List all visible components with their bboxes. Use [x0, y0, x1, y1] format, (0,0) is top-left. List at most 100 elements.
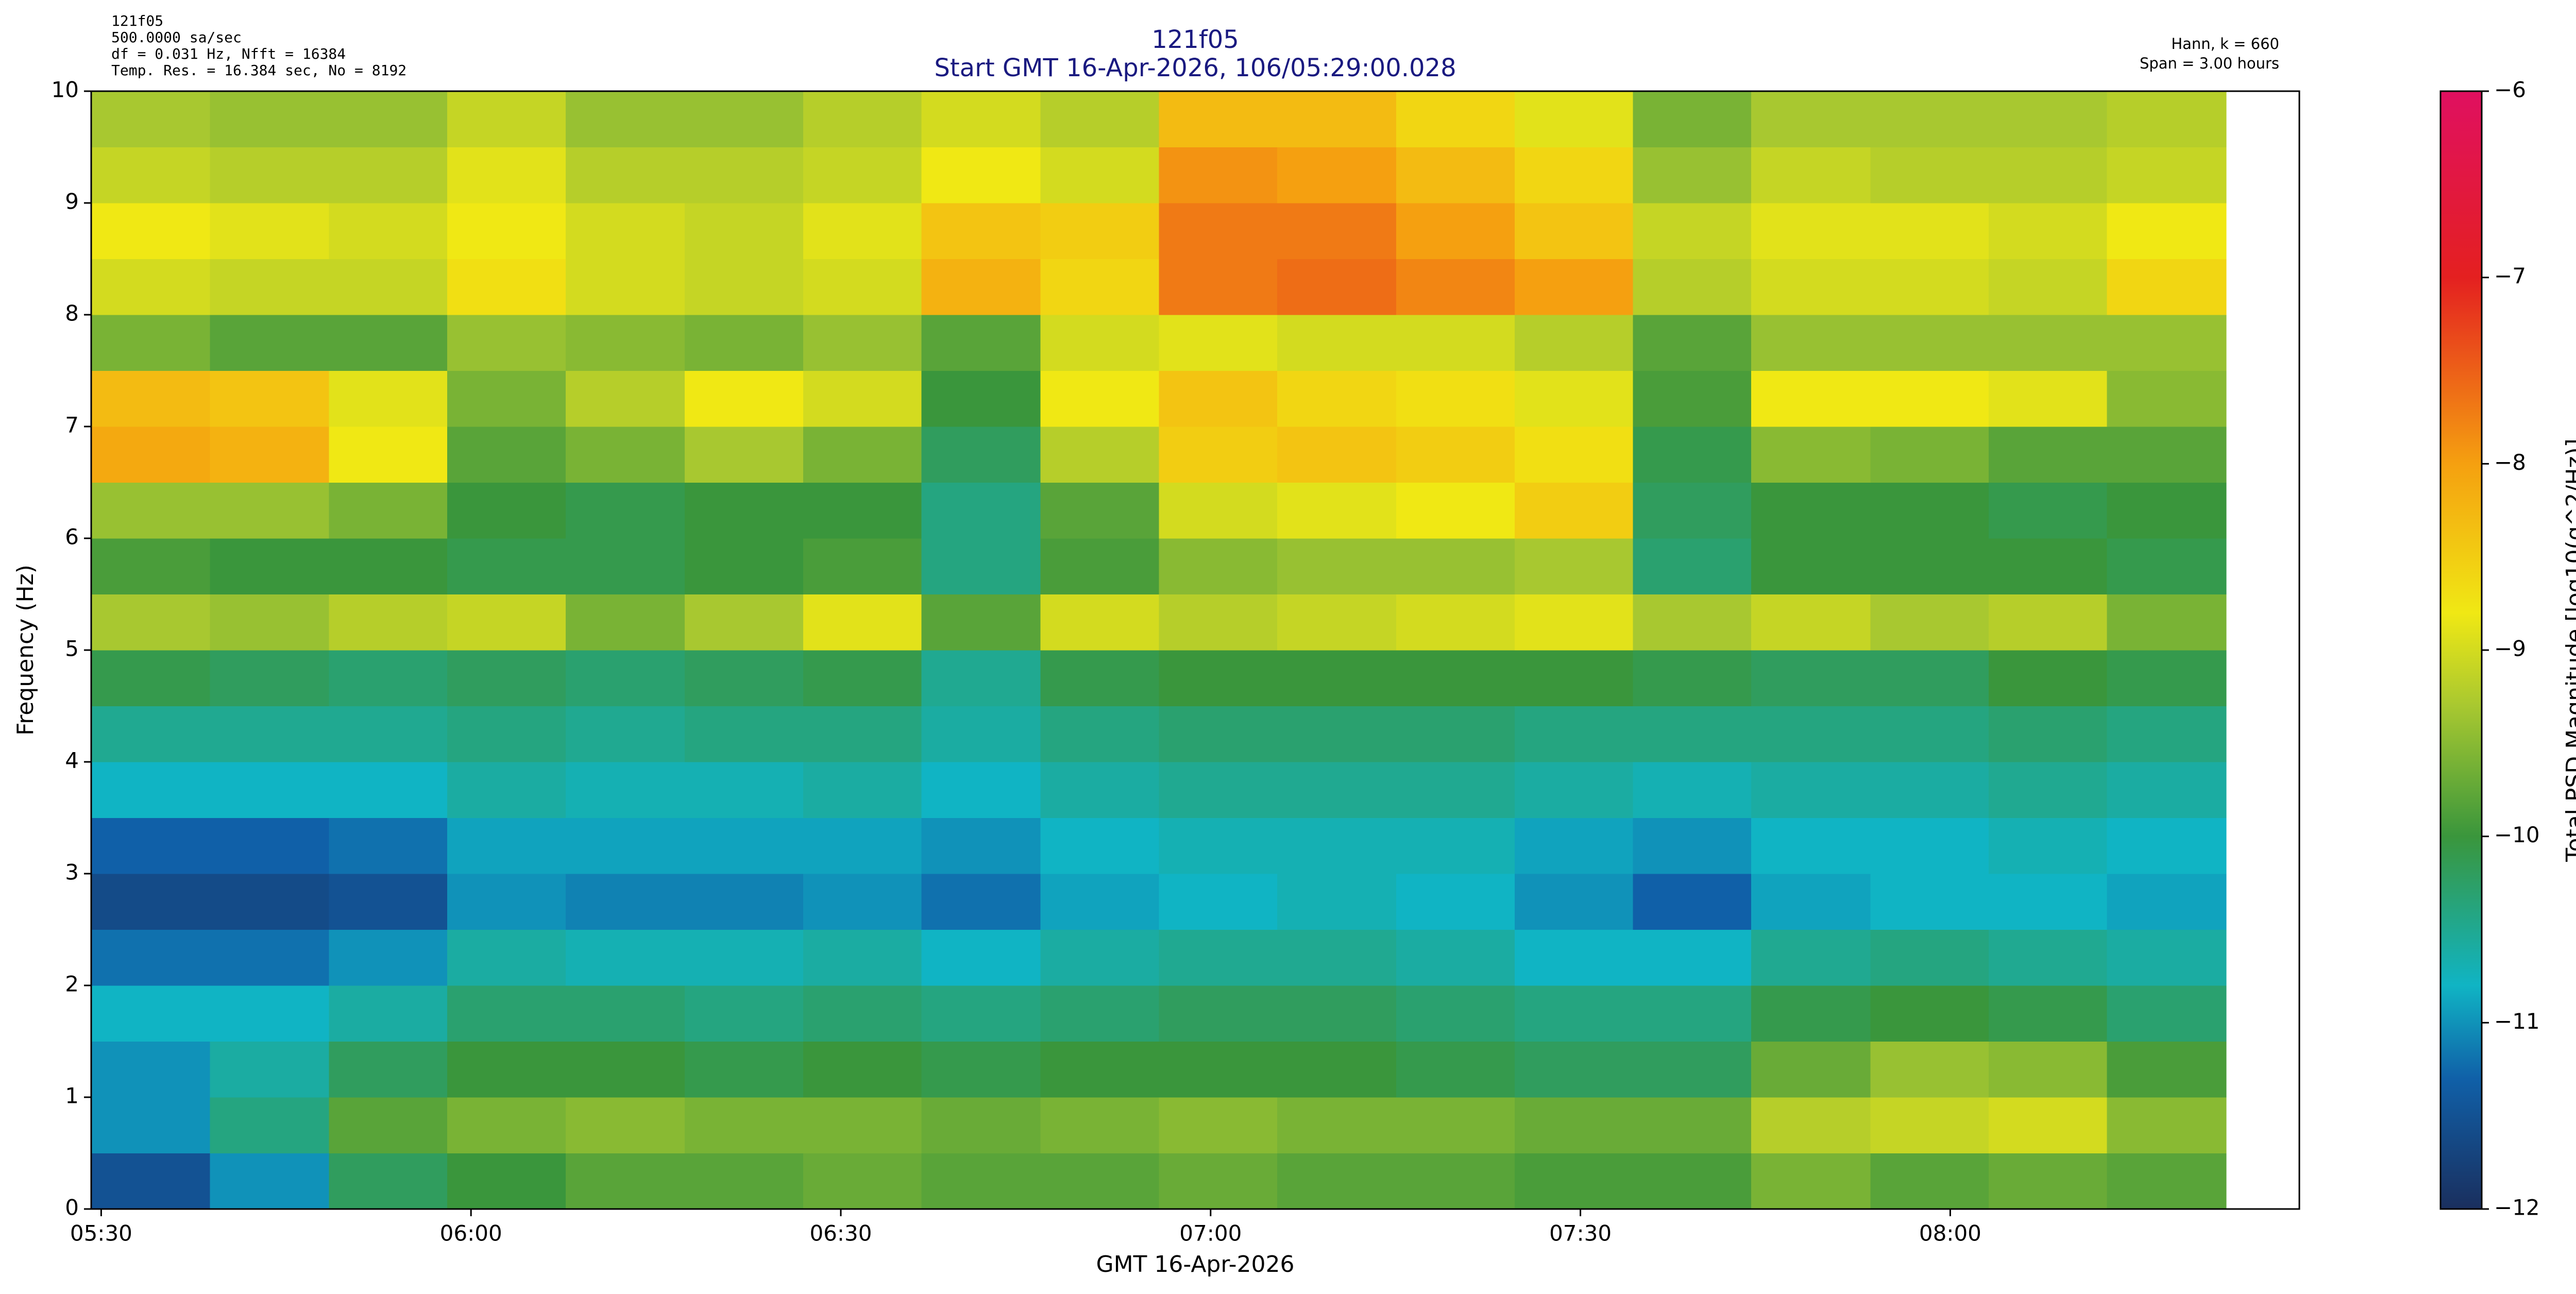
heat-cell [1159, 259, 1278, 315]
heat-cell [2107, 1097, 2227, 1153]
heat-cell [329, 203, 448, 259]
heat-cell [1396, 147, 1515, 203]
heat-cell [1277, 762, 1397, 818]
heat-cell [91, 706, 210, 762]
heat-cell [1989, 259, 2108, 315]
heat-cell [921, 370, 1041, 427]
heat-cell [1159, 203, 1278, 259]
heat-cell [803, 538, 922, 594]
heat-cell [1277, 427, 1397, 483]
y-tick-label: 10 [52, 77, 79, 103]
heat-cell [1514, 1153, 1634, 1210]
heat-cell [329, 706, 448, 762]
heat-cell [1040, 147, 1159, 203]
heat-cell [1277, 706, 1397, 762]
heat-cell [1514, 929, 1634, 986]
heat-cell [1396, 427, 1515, 483]
heat-cell [1870, 482, 1989, 539]
heat-cell [447, 91, 566, 147]
heat-cell [2107, 482, 2227, 539]
heat-cell [803, 427, 922, 483]
heat-cell [1040, 706, 1159, 762]
heat-cell [565, 203, 685, 259]
heat-cell [1989, 762, 2108, 818]
heat-cell [1514, 538, 1634, 594]
heat-cell [2107, 203, 2227, 259]
heat-cell [1159, 594, 1278, 651]
heat-cell [1396, 315, 1515, 371]
heat-cell [210, 203, 330, 259]
heat-cell [329, 482, 448, 539]
heat-cell [1633, 203, 1752, 259]
heat-cell [1040, 259, 1159, 315]
heat-cell [2107, 91, 2227, 147]
heat-cell [1989, 594, 2108, 651]
heat-cell [921, 427, 1041, 483]
heat-cell [1277, 315, 1397, 371]
heat-cell [447, 147, 566, 203]
heat-cell [1870, 1153, 1989, 1210]
heat-cell [1040, 1097, 1159, 1153]
info-text: Span = 3.00 hours [2140, 55, 2279, 72]
heat-cell [329, 985, 448, 1042]
heat-cell [329, 427, 448, 483]
heat-cell [565, 482, 685, 539]
colorbar-tick-label: −7 [2494, 263, 2526, 288]
heat-cell [1040, 818, 1159, 874]
heat-cell [91, 818, 210, 874]
heat-cell [565, 538, 685, 594]
heat-cell [210, 762, 330, 818]
heat-cell [685, 203, 804, 259]
heat-cell [1159, 91, 1278, 147]
heat-cell [1159, 427, 1278, 483]
heat-cell [565, 147, 685, 203]
heat-cell [1040, 482, 1159, 539]
heat-cell [91, 315, 210, 371]
heat-cell [565, 985, 685, 1042]
heat-cell [1396, 482, 1515, 539]
heat-cell [1989, 1041, 2108, 1098]
heat-cell [2107, 1153, 2227, 1210]
heat-cell [1751, 762, 1871, 818]
heat-cell [447, 538, 566, 594]
heat-cell [921, 818, 1041, 874]
heat-cell [329, 650, 448, 706]
y-tick-label: 5 [65, 636, 79, 661]
heat-cell [1989, 147, 2108, 203]
heat-cell [91, 1153, 210, 1210]
heat-cell [1633, 91, 1752, 147]
heat-cell [803, 147, 922, 203]
heat-cell [2107, 985, 2227, 1042]
heat-cell [685, 1097, 804, 1153]
heat-cell [2107, 147, 2227, 203]
heat-cell [1751, 482, 1871, 539]
heat-cell [1040, 203, 1159, 259]
heat-cell [1396, 370, 1515, 427]
heat-cell [329, 370, 448, 427]
heat-cell [1633, 650, 1752, 706]
heat-cell [1514, 594, 1634, 651]
heat-cell [685, 706, 804, 762]
heat-cell [1633, 538, 1752, 594]
heat-cell [1751, 1153, 1871, 1210]
heat-cell [921, 874, 1041, 930]
x-tick-label: 06:00 [440, 1221, 502, 1246]
heat-cell [91, 259, 210, 315]
heat-cell [2107, 874, 2227, 930]
heat-cell [1514, 91, 1634, 147]
colorbar-tick-label: −10 [2494, 822, 2540, 847]
heat-cell [1396, 818, 1515, 874]
heat-cell [685, 818, 804, 874]
heat-cell [803, 259, 922, 315]
heat-cell [1870, 1041, 1989, 1098]
heat-cell [803, 929, 922, 986]
heat-cell [1751, 203, 1871, 259]
heat-cell [1277, 147, 1397, 203]
heat-cell [1989, 203, 2108, 259]
heat-cell [1040, 427, 1159, 483]
heat-cell [565, 1041, 685, 1098]
heat-cell [1633, 1041, 1752, 1098]
heat-cell [329, 259, 448, 315]
heat-cell [1751, 91, 1871, 147]
heat-cell [447, 929, 566, 986]
